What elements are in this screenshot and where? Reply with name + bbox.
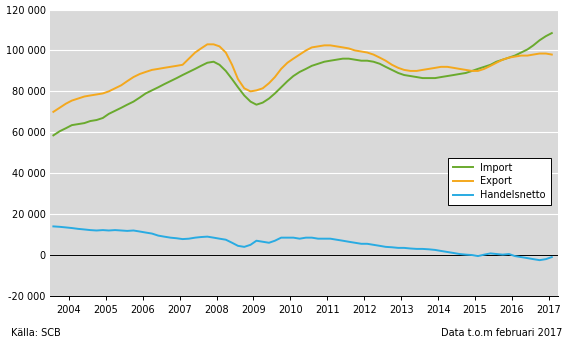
Import xyxy=(50,133,57,137)
Handelsnetto xyxy=(167,236,174,240)
Handelsnetto xyxy=(450,251,457,255)
Line: Import: Import xyxy=(53,33,552,135)
Export xyxy=(50,110,57,114)
Import xyxy=(437,75,444,79)
Import xyxy=(450,73,457,77)
Export xyxy=(456,67,463,71)
Import xyxy=(548,31,555,35)
Handelsnetto xyxy=(284,236,291,240)
Text: Data t.o.m februari 2017: Data t.o.m februari 2017 xyxy=(441,328,562,338)
Export xyxy=(548,53,555,57)
Import xyxy=(284,79,291,83)
Import xyxy=(192,67,199,71)
Export xyxy=(290,57,296,61)
Handelsnetto xyxy=(192,236,199,240)
Import xyxy=(186,70,193,74)
Line: Export: Export xyxy=(53,44,552,112)
Handelsnetto xyxy=(437,249,444,253)
Text: Källa: SCB: Källa: SCB xyxy=(11,328,61,338)
Export xyxy=(444,65,451,69)
Export xyxy=(167,65,174,69)
Export xyxy=(192,50,199,55)
Handelsnetto xyxy=(548,255,555,259)
Handelsnetto xyxy=(50,224,57,228)
Export xyxy=(204,42,211,46)
Legend: Import, Export, Handelsnetto: Import, Export, Handelsnetto xyxy=(448,158,550,205)
Handelsnetto xyxy=(536,258,543,262)
Line: Handelsnetto: Handelsnetto xyxy=(53,226,552,260)
Import xyxy=(167,79,174,83)
Export xyxy=(186,57,193,61)
Handelsnetto xyxy=(186,237,193,241)
